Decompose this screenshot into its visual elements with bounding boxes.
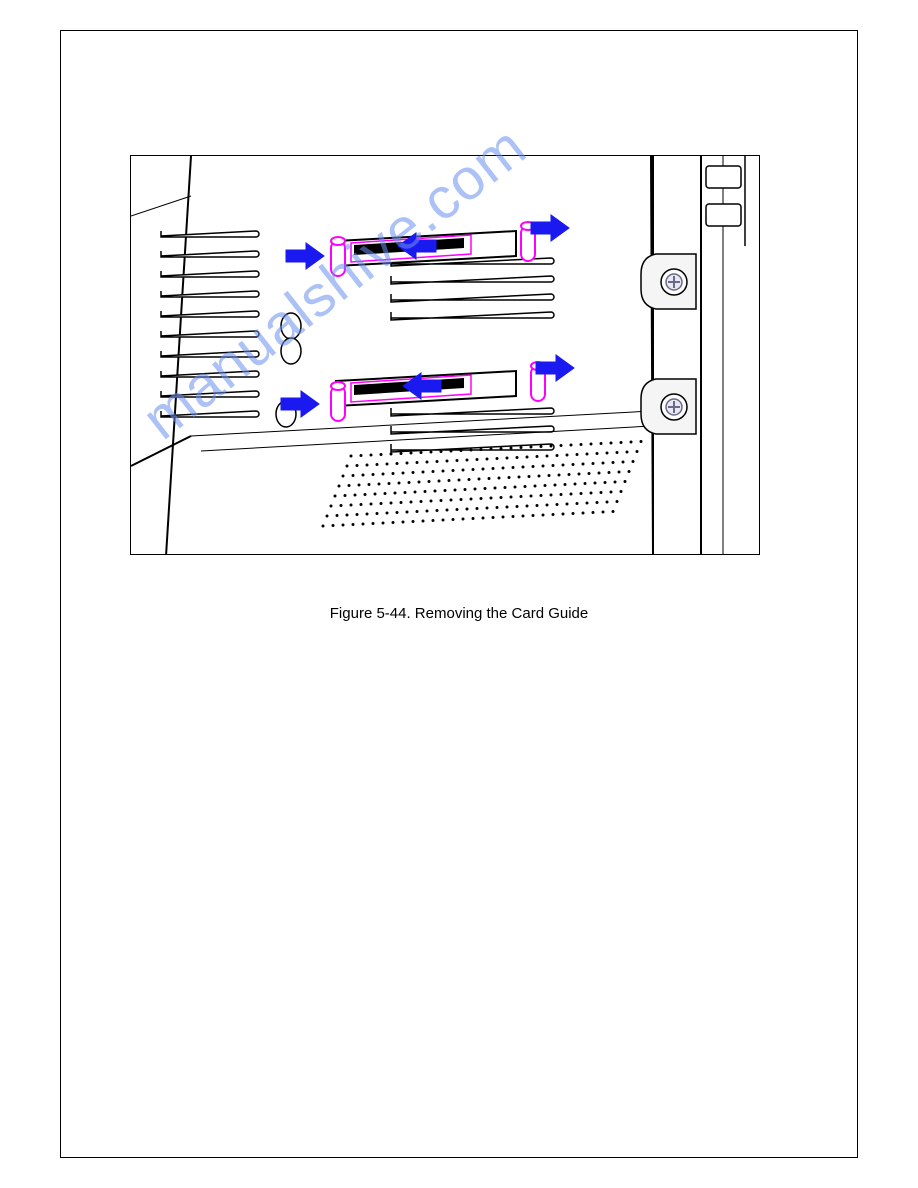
figure-caption: Figure 5-44. Removing the Card Guide xyxy=(0,605,918,622)
figure-diagram xyxy=(130,155,760,555)
